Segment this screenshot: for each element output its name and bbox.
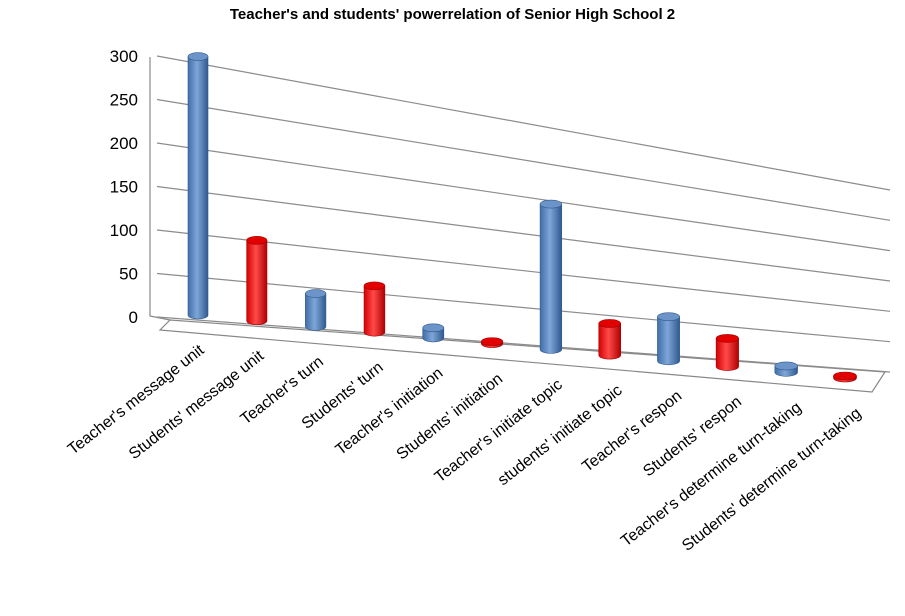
- bar-body: [715, 338, 739, 371]
- bar-body: [598, 323, 621, 360]
- y-tick-label: 250: [110, 91, 138, 110]
- bar: [657, 312, 680, 366]
- bar-top: [363, 281, 386, 291]
- bar-top: [657, 312, 680, 322]
- y-tick-label: 150: [110, 178, 138, 197]
- bar-top: [774, 361, 798, 371]
- bar-top: [481, 337, 504, 346]
- chart-title: Teacher's and students' powerrelation of…: [229, 6, 676, 23]
- bar-top: [715, 334, 739, 343]
- gridlines: [156, 55, 891, 373]
- bar-top: [187, 52, 209, 61]
- side-wall: [149, 57, 171, 321]
- bar: [422, 323, 445, 343]
- bar-top: [833, 371, 857, 381]
- floor: [158, 319, 887, 393]
- gridline: [156, 55, 891, 191]
- y-tick-label: 100: [110, 221, 138, 240]
- bar: [246, 236, 268, 325]
- bar: [833, 371, 857, 383]
- bar-top: [246, 236, 268, 245]
- bar-body: [539, 203, 563, 354]
- y-tick-label: 300: [110, 47, 138, 66]
- y-axis-ticks: 0 50 100 150 200 250 300: [110, 47, 138, 327]
- bar-body: [187, 56, 209, 320]
- x-tick-label: Teacher's initiate topic: [432, 376, 566, 486]
- bar: [598, 319, 621, 360]
- bar-body: [363, 285, 386, 337]
- bar: [481, 337, 504, 348]
- gridline: [156, 229, 891, 312]
- x-tick-label: Students' message unit: [126, 347, 268, 463]
- gridline: [156, 316, 891, 373]
- gridline: [156, 98, 891, 221]
- x-tick-label: students' initiate topic: [495, 382, 626, 489]
- bar-body: [246, 240, 268, 325]
- bar: [774, 361, 798, 377]
- gridline: [156, 185, 891, 282]
- bar: [363, 281, 386, 337]
- y-tick-label: 50: [119, 265, 138, 284]
- bar-top: [598, 319, 621, 328]
- bar: [305, 289, 327, 331]
- y-tick-label: 0: [129, 308, 138, 327]
- bar-top: [305, 289, 327, 298]
- bar-body: [657, 316, 680, 366]
- bar: [187, 52, 209, 320]
- gridline: [156, 272, 891, 343]
- bar: [715, 334, 739, 371]
- gridline: [156, 142, 891, 252]
- chart-walls: [149, 57, 887, 393]
- bar-top: [539, 199, 563, 209]
- bar: [539, 199, 563, 354]
- bars: [187, 52, 857, 383]
- bar-top: [422, 323, 445, 333]
- bar-body: [305, 293, 327, 331]
- y-tick-label: 200: [110, 134, 138, 153]
